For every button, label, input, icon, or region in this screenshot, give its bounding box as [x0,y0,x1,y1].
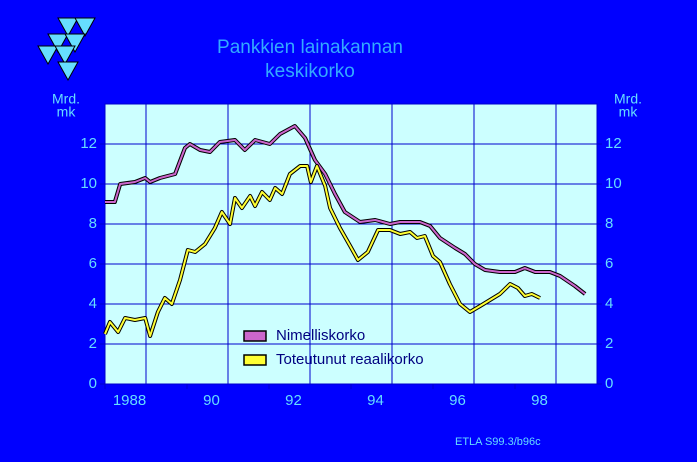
series-line [104,165,541,337]
y2-axis-label: Mrd. [614,91,642,107]
logo [37,17,96,82]
y-tick-label: 10 [80,175,97,192]
x-tick-label: 1988 [113,392,146,409]
legend-swatch [243,354,267,366]
x-tick-label: 94 [367,392,384,409]
x-tick-label: 90 [203,392,220,409]
y2-tick-label: 10 [605,175,622,192]
y-tick-label: 2 [89,335,97,352]
chart-title: Pankkien lainakannan [217,37,403,58]
x-tick-label: 98 [531,392,548,409]
chart-title: keskikorko [265,61,355,82]
series-line [105,125,586,295]
y2-tick-label: 8 [605,215,613,232]
y-tick-label: 0 [89,375,97,392]
y-axis-label: mk [57,104,77,120]
y-tick-label: 12 [80,135,97,152]
y-tick-label: 8 [89,215,97,232]
x-tick-label: 96 [449,392,466,409]
y-tick-label: 6 [89,255,97,272]
y2-tick-label: 6 [605,255,613,272]
y2-tick-label: 4 [605,295,613,312]
legend-label: Toteutunut reaalikorko [276,351,424,368]
legend-swatch [243,330,267,342]
x-tick-label: 92 [285,392,302,409]
y-tick-label: 4 [89,295,97,312]
y2-tick-label: 12 [605,135,622,152]
y2-tick-label: 0 [605,375,613,392]
y-axis-label: Mrd. [52,91,80,107]
y2-axis-label: mk [619,104,639,120]
y2-tick-label: 2 [605,335,613,352]
footnote: ETLA S99.3/b96c [455,436,541,448]
legend-label: Nimelliskorko [276,327,365,344]
